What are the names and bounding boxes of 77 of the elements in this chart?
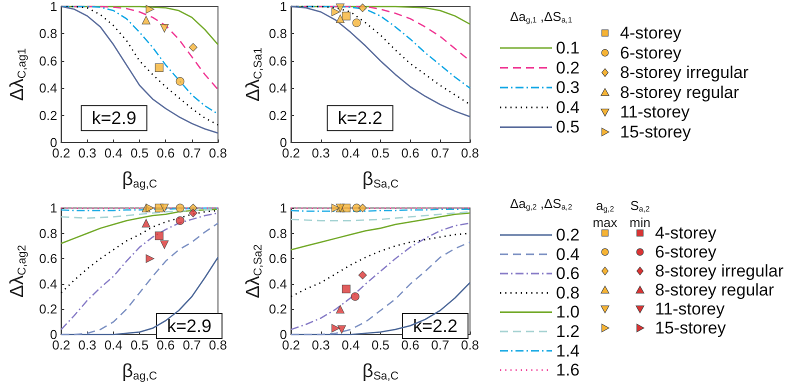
x-tick-label: 0.8 bbox=[208, 146, 228, 161]
x-tick-label: 0.7 bbox=[182, 146, 201, 161]
x-tick-label: 0.6 bbox=[156, 338, 175, 353]
legend-label: 1.4 bbox=[556, 341, 580, 360]
legend-label: 1.6 bbox=[556, 360, 580, 380]
y-tick-label: 0.6 bbox=[39, 251, 58, 266]
x-tick-label: 0.3 bbox=[78, 146, 96, 161]
legend-label: 15-storey bbox=[655, 318, 726, 338]
y-tick-label: 1 bbox=[280, 0, 287, 14]
y-tick-label: 0.2 bbox=[268, 302, 287, 317]
legend-label: 0.6 bbox=[556, 264, 580, 284]
x-tick-label: 0.4 bbox=[342, 146, 360, 161]
legend-label: 8-storey regular bbox=[620, 82, 740, 102]
y-tick-label: 1 bbox=[50, 0, 58, 14]
y-tick-label: 0.8 bbox=[268, 26, 287, 42]
y-tick-label: 1 bbox=[280, 200, 287, 216]
x-tick-label: 0.6 bbox=[401, 338, 420, 353]
y-tick-label: 0.8 bbox=[39, 26, 58, 42]
y-tick-label: 0.8 bbox=[39, 226, 58, 241]
y-tick-label: 0.4 bbox=[268, 276, 287, 292]
x-tick-label: 0.5 bbox=[371, 338, 390, 353]
x-tick-label: 0.4 bbox=[104, 338, 122, 353]
legend-label: 4-storey bbox=[655, 224, 717, 242]
y-tick-label: 0.4 bbox=[268, 80, 287, 96]
y-tick-label: 0.6 bbox=[268, 53, 287, 68]
annotation: k=2.9 bbox=[92, 108, 136, 128]
x-tick-label: 0.7 bbox=[182, 338, 201, 353]
x-tick-label: 0.7 bbox=[431, 146, 450, 161]
legend-label: 1.0 bbox=[556, 302, 580, 322]
annotation: k=2.2 bbox=[338, 108, 382, 128]
legend-label: 8-storey irregular bbox=[655, 262, 784, 280]
x-tick-label: 0.8 bbox=[208, 338, 228, 353]
y-tick-label: 0.2 bbox=[39, 302, 58, 317]
y-tick-label: 0.2 bbox=[39, 108, 58, 123]
x-tick-label: 0.8 bbox=[460, 146, 480, 161]
y-tick-label: 1 bbox=[50, 200, 58, 216]
legend-label: 0.4 bbox=[556, 244, 580, 264]
legend-label: 0.8 bbox=[556, 283, 580, 302]
legend-label: 8-storey regular bbox=[655, 280, 774, 300]
y-tick-label: 0.4 bbox=[39, 276, 58, 292]
y-tick-label: 0.8 bbox=[268, 226, 287, 241]
annotation: k=2.2 bbox=[412, 316, 458, 336]
x-tick-label: 0.8 bbox=[460, 338, 480, 353]
x-tick-label: 0.7 bbox=[431, 338, 450, 353]
legend-label: 4-storey bbox=[620, 24, 682, 42]
legend-label: 0.5 bbox=[556, 118, 580, 137]
x-tick-label: 0.3 bbox=[312, 146, 330, 161]
annotation: k=2.9 bbox=[166, 316, 212, 336]
x-tick-label: 0.3 bbox=[78, 338, 96, 353]
y-axis-title: ΔλC,ag1 bbox=[7, 48, 29, 101]
legend-label: 0.4 bbox=[556, 98, 580, 117]
x-tick-label: 0.3 bbox=[312, 338, 330, 353]
legend-label: 1.2 bbox=[556, 322, 580, 341]
legend-label: 6-storey bbox=[655, 242, 717, 262]
x-tick-label: 0.4 bbox=[342, 338, 360, 353]
legend-label: 15-storey bbox=[620, 122, 692, 142]
y-axis-title: ΔλC,ag2 bbox=[7, 244, 29, 298]
y-tick-label: 0.4 bbox=[39, 80, 58, 96]
legend-label: 8-storey irregular bbox=[620, 63, 749, 82]
y-tick-label: 0.2 bbox=[268, 108, 287, 123]
legend-label: 6-storey bbox=[620, 43, 682, 62]
y-tick-label: 0.6 bbox=[268, 251, 287, 266]
x-tick-label: 0.6 bbox=[401, 146, 420, 161]
x-tick-label: 0.6 bbox=[156, 146, 175, 161]
y-axis-title: ΔλC,Sa2 bbox=[242, 244, 264, 298]
legend-label: 11-storey bbox=[655, 300, 726, 318]
x-tick-label: 0.5 bbox=[130, 146, 149, 161]
legend-label: 0.1 bbox=[556, 38, 580, 58]
legend-label: 0.2 bbox=[556, 226, 580, 244]
x-tick-label: 0.5 bbox=[130, 338, 149, 353]
legend-label: 0.3 bbox=[556, 78, 580, 98]
x-tick-label: 0.4 bbox=[104, 146, 122, 161]
legend-label: 11-storey bbox=[620, 102, 690, 122]
y-axis-title: ΔλC,Sa1 bbox=[242, 48, 264, 102]
x-tick-label: 0.5 bbox=[371, 146, 390, 161]
y-tick-label: 0.6 bbox=[39, 53, 58, 68]
legend-label: 0.2 bbox=[556, 58, 580, 78]
